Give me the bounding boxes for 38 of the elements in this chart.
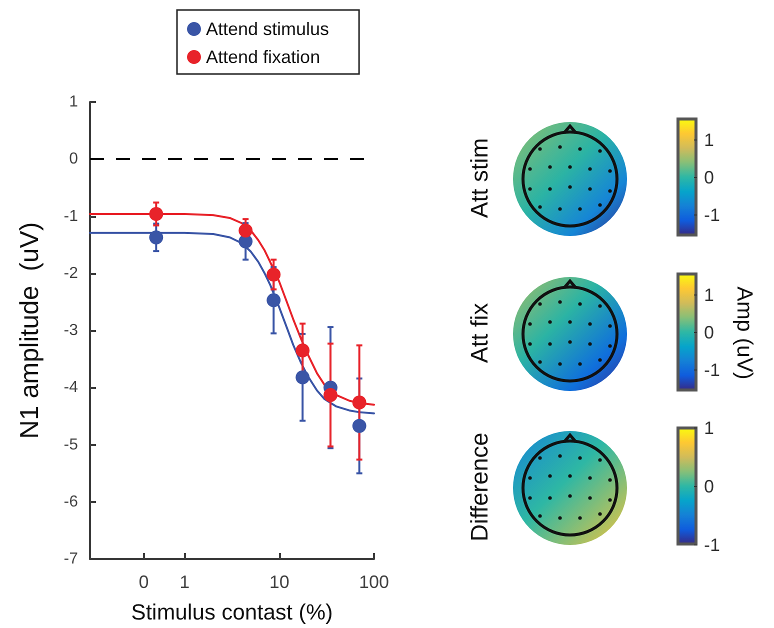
y-tick-label: -2 <box>64 264 78 282</box>
point <box>296 370 310 384</box>
text: 0 <box>704 476 714 496</box>
point <box>324 388 338 402</box>
x-axis-title: Stimulus contast (%) <box>131 600 333 624</box>
text: -1 <box>704 205 720 225</box>
text: 1 <box>704 285 714 305</box>
legend-label: Attend fixation <box>206 47 320 67</box>
text: 0 <box>704 322 714 342</box>
x-tick-label: 100 <box>358 572 390 592</box>
y-tick-label: -1 <box>64 208 78 225</box>
point <box>266 268 281 282</box>
point <box>266 293 281 308</box>
y-tick-label: -7 <box>64 550 78 568</box>
y-tick-label: 1 <box>69 94 78 110</box>
point <box>238 224 253 238</box>
y-tick-label: -6 <box>64 493 78 510</box>
point <box>352 418 366 433</box>
y-axis-title: N1 amplitude (uV) <box>14 222 44 439</box>
point <box>352 395 366 410</box>
text: 1 <box>704 418 714 438</box>
legend-label: Attend stimulus <box>206 19 330 39</box>
y-tick-label: -5 <box>64 436 78 454</box>
y-tick-label: -3 <box>64 322 78 339</box>
x-tick-label: 1 <box>180 572 190 592</box>
color-bar-title: Amp (uV) <box>732 286 758 380</box>
y-tick-label: 0 <box>69 150 78 168</box>
point <box>296 343 310 358</box>
text: Att fix <box>466 302 494 364</box>
text: -1 <box>704 535 720 555</box>
x-tick-label: 10 <box>269 572 290 592</box>
text: 1 <box>704 130 714 150</box>
text: 0 <box>704 168 714 188</box>
text: -1 <box>704 360 720 380</box>
text: Att stim <box>466 138 494 218</box>
text: Difference <box>466 432 494 542</box>
y-tick-label: -4 <box>64 379 78 396</box>
x-tick-label: 0 <box>138 572 149 592</box>
